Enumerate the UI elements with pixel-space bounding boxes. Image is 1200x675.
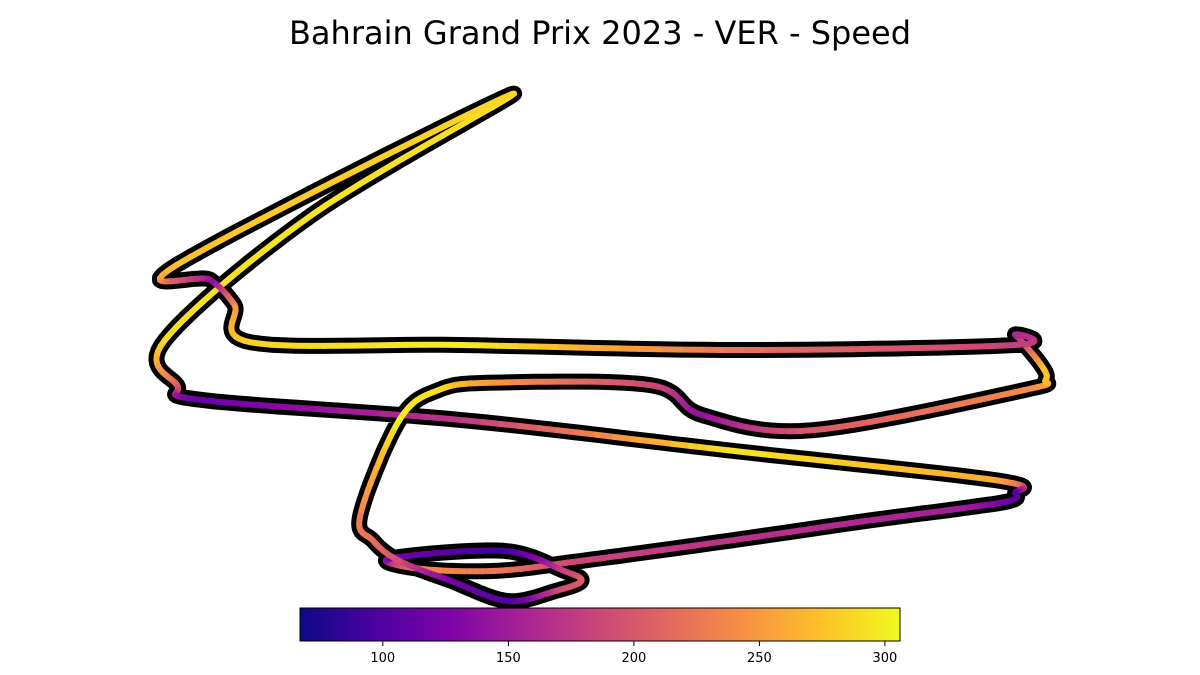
colorbar: 100 150 200 250 300	[299, 607, 901, 666]
speed-segment	[439, 122, 465, 139]
speed-segment	[458, 112, 481, 128]
speed-segment	[398, 144, 426, 163]
speed-segment	[593, 431, 618, 440]
colorbar-tick-label: 150	[496, 651, 521, 666]
speed-segment	[536, 425, 562, 434]
speed-segment	[383, 136, 420, 158]
speed-segment	[480, 419, 505, 428]
speed-segment	[413, 123, 448, 143]
speed-segment	[935, 344, 961, 351]
speed-segment	[917, 468, 943, 477]
speed-segment	[498, 421, 524, 430]
speed-segment	[378, 156, 405, 175]
speed-segment	[574, 429, 599, 438]
speed-segment	[339, 180, 365, 198]
speed-segment	[288, 184, 326, 207]
speed-segment	[745, 449, 773, 458]
speed-segment	[649, 438, 675, 447]
speed-segment	[231, 215, 265, 237]
speed-segment	[320, 167, 358, 191]
speed-segment	[787, 454, 816, 463]
speed-segment	[461, 417, 486, 426]
speed-segment	[258, 402, 283, 410]
speed-segment	[725, 447, 752, 456]
speed-segment	[831, 458, 860, 468]
colorbar-ticks: 100 150 200 250 300	[370, 641, 897, 666]
speed-segment	[419, 132, 446, 151]
speed-segment	[630, 436, 656, 445]
speed-segment	[421, 413, 448, 422]
speed-segment	[875, 463, 903, 472]
speed-segment	[316, 406, 344, 414]
speed-segment	[884, 412, 909, 422]
speed-segment	[466, 101, 492, 118]
colorbar-gradient	[299, 607, 901, 642]
speed-segment	[902, 408, 926, 419]
speed-segment	[896, 465, 924, 475]
speed-segment	[441, 111, 472, 130]
speed-segment	[442, 415, 468, 424]
speed-segment	[668, 440, 694, 449]
speed-segment	[188, 242, 214, 260]
speed-segment	[555, 427, 581, 436]
chart-title: Bahrain Grand Prix 2023 - VER - Speed	[288, 14, 912, 52]
speed-segment	[358, 409, 386, 417]
speed-segment	[500, 91, 515, 101]
speed-segment	[352, 151, 390, 174]
speed-segment	[401, 412, 428, 420]
speed-segment	[706, 445, 732, 454]
speed-segment	[207, 230, 238, 249]
speed-segment	[611, 434, 637, 443]
speed-segment	[323, 191, 346, 208]
track-segments	[153, 90, 1052, 605]
speed-segment	[532, 343, 559, 350]
speed-segment	[573, 344, 600, 351]
speed-segment	[614, 345, 642, 352]
speed-segment	[276, 403, 302, 411]
speed-segment	[337, 407, 365, 416]
colorbar-tick-label: 200	[621, 651, 646, 666]
speed-segment	[854, 461, 882, 470]
speed-segment	[258, 200, 295, 222]
colorbar-tick-label: 250	[747, 651, 772, 666]
speed-segment	[809, 456, 838, 465]
speed-segment	[766, 451, 794, 461]
speed-segment	[358, 168, 385, 187]
speed-segment	[296, 404, 323, 413]
speed-segment	[517, 423, 543, 432]
colorbar-tick-label: 300	[872, 651, 897, 666]
speed-segment	[552, 344, 580, 351]
speed-segment	[687, 443, 713, 452]
colorbar-tick-label: 100	[370, 651, 395, 666]
speed-segment	[893, 345, 921, 352]
